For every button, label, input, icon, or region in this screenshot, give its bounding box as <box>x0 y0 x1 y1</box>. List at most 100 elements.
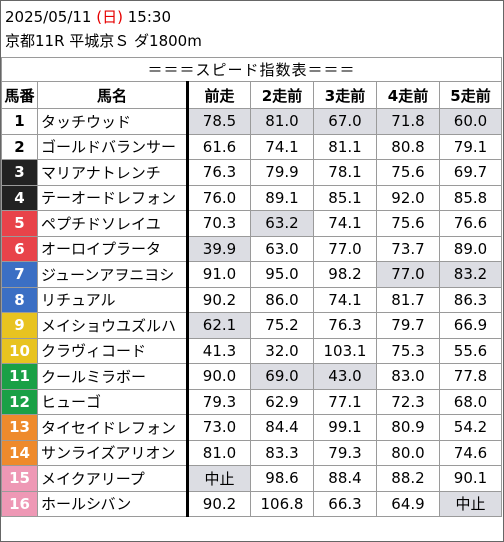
horse-number: 12 <box>1 388 38 415</box>
speed-index-cell: 71.8 <box>376 108 440 135</box>
table-row: 14 サンライズアリオン 81.0 83.3 79.3 80.0 74.6 <box>1 439 502 466</box>
speed-index-cell: 75.2 <box>250 312 314 339</box>
speed-index-cell: 90.2 <box>187 490 251 517</box>
horse-name: タイセイドレフォン <box>37 414 189 441</box>
table-row: 4 テーオードレフォン 76.0 89.1 85.1 92.0 85.8 <box>1 184 502 211</box>
horse-number: 8 <box>1 286 38 313</box>
speed-index-cell: 91.0 <box>187 261 251 288</box>
speed-index-cell: 81.0 <box>187 439 251 466</box>
horse-number: 1 <box>1 108 38 135</box>
table-row: 13 タイセイドレフォン 73.0 84.4 99.1 80.9 54.2 <box>1 414 502 441</box>
speed-index-cell: 76.6 <box>439 210 502 237</box>
speed-index-cell: 98.6 <box>250 465 314 492</box>
horse-number: 5 <box>1 210 38 237</box>
speed-index-cell: 89.1 <box>250 184 314 211</box>
horse-number: 15 <box>1 465 38 492</box>
speed-index-cell: 79.1 <box>439 133 502 160</box>
horse-name: タッチウッド <box>37 108 189 135</box>
horse-name: ジューンアヲニヨシ <box>37 261 189 288</box>
speed-index-table: ＝＝＝スピード指数表＝＝＝ 馬番 馬名 前走 2走前 3走前 4走前 5走前 1 タッチウッド… <box>1 57 502 517</box>
horse-name: ゴールドバランサー <box>37 133 189 160</box>
horse-name: リチュアル <box>37 286 189 313</box>
speed-index-cell: 75.6 <box>376 159 440 186</box>
column-header: 馬名 <box>37 81 189 109</box>
table-row: 5 ペプチドソレイユ 70.3 63.2 74.1 75.6 76.6 <box>1 210 502 237</box>
speed-index-cell: 32.0 <box>250 337 314 364</box>
speed-index-cell: 85.1 <box>313 184 377 211</box>
speed-index-cell: 64.9 <box>376 490 440 517</box>
speed-index-cell: 98.2 <box>313 261 377 288</box>
column-header: 2走前 <box>250 81 314 109</box>
horse-number: 14 <box>1 439 38 466</box>
speed-index-cell: 74.6 <box>439 439 502 466</box>
speed-index-cell: 60.0 <box>439 108 502 135</box>
speed-index-cell: 76.0 <box>187 184 251 211</box>
speed-index-cell: 中止 <box>187 465 251 492</box>
speed-index-cell: 中止 <box>439 490 502 517</box>
horse-name: メイクアリープ <box>37 465 189 492</box>
column-header: 3走前 <box>313 81 377 109</box>
horse-number: 9 <box>1 312 38 339</box>
table-row: 11 クールミラボー 90.0 69.0 43.0 83.0 77.8 <box>1 363 502 390</box>
table-row: 8 リチュアル 90.2 86.0 74.1 81.7 86.3 <box>1 286 502 313</box>
speed-index-cell: 81.7 <box>376 286 440 313</box>
horse-name: ペプチドソレイユ <box>37 210 189 237</box>
table-row: 16 ホールシバン 90.2 106.8 66.3 64.9 中止 <box>1 490 502 517</box>
header-dow: (日) <box>96 8 123 26</box>
speed-index-cell: 80.8 <box>376 133 440 160</box>
table-row: 12 ヒューゴ 79.3 62.9 77.1 72.3 68.0 <box>1 388 502 415</box>
speed-index-cell: 74.1 <box>313 210 377 237</box>
speed-index-cell: 74.1 <box>313 286 377 313</box>
speed-index-cell: 77.0 <box>313 235 377 262</box>
horse-number: 11 <box>1 363 38 390</box>
speed-index-cell: 92.0 <box>376 184 440 211</box>
speed-index-cell: 89.0 <box>439 235 502 262</box>
header-race: 京都11R 平城京Ｓ ダ1800m <box>5 32 202 50</box>
horse-name: テーオードレフォン <box>37 184 189 211</box>
table-row: 7 ジューンアヲニヨシ 91.0 95.0 98.2 77.0 83.2 <box>1 261 502 288</box>
speed-index-cell: 86.0 <box>250 286 314 313</box>
speed-index-cell: 79.9 <box>250 159 314 186</box>
table-row: 15 メイクアリープ 中止 98.6 88.4 88.2 90.1 <box>1 465 502 492</box>
speed-index-cell: 86.3 <box>439 286 502 313</box>
horse-number: 10 <box>1 337 38 364</box>
column-header: 4走前 <box>376 81 440 109</box>
horse-name: クラヴィコード <box>37 337 189 364</box>
speed-index-cell: 80.0 <box>376 439 440 466</box>
speed-index-cell: 66.9 <box>439 312 502 339</box>
horse-name: ヒューゴ <box>37 388 189 415</box>
speed-index-cell: 63.2 <box>250 210 314 237</box>
speed-index-cell: 72.3 <box>376 388 440 415</box>
speed-index-cell: 54.2 <box>439 414 502 441</box>
speed-index-cell: 80.9 <box>376 414 440 441</box>
speed-index-cell: 90.1 <box>439 465 502 492</box>
horse-number: 7 <box>1 261 38 288</box>
speed-index-cell: 43.0 <box>313 363 377 390</box>
speed-index-cell: 74.1 <box>250 133 314 160</box>
speed-index-cell: 79.3 <box>313 439 377 466</box>
speed-index-cell: 77.0 <box>376 261 440 288</box>
speed-index-cell: 68.0 <box>439 388 502 415</box>
speed-index-cell: 62.1 <box>187 312 251 339</box>
table-row: 6 オーロイプラータ 39.9 63.0 77.0 73.7 89.0 <box>1 235 502 262</box>
horse-number: 16 <box>1 490 38 517</box>
horse-number: 6 <box>1 235 38 262</box>
speed-index-cell: 84.4 <box>250 414 314 441</box>
speed-index-cell: 99.1 <box>313 414 377 441</box>
speed-index-cell: 55.6 <box>439 337 502 364</box>
column-header: 馬番 <box>1 81 38 109</box>
speed-index-cell: 78.1 <box>313 159 377 186</box>
speed-index-cell: 70.3 <box>187 210 251 237</box>
header-datetime: 2025/05/11 (日) 15:30 <box>5 7 171 27</box>
speed-index-cell: 67.0 <box>313 108 377 135</box>
speed-index-cell: 63.0 <box>250 235 314 262</box>
speed-index-cell: 76.3 <box>187 159 251 186</box>
speed-index-cell: 39.9 <box>187 235 251 262</box>
horse-number: 13 <box>1 414 38 441</box>
speed-index-cell: 62.9 <box>250 388 314 415</box>
speed-index-cell: 79.3 <box>187 388 251 415</box>
speed-index-cell: 88.4 <box>313 465 377 492</box>
speed-index-cell: 61.6 <box>187 133 251 160</box>
horse-name: メイショウユズルハ <box>37 312 189 339</box>
table-row: 9 メイショウユズルハ 62.1 75.2 76.3 79.7 66.9 <box>1 312 502 339</box>
